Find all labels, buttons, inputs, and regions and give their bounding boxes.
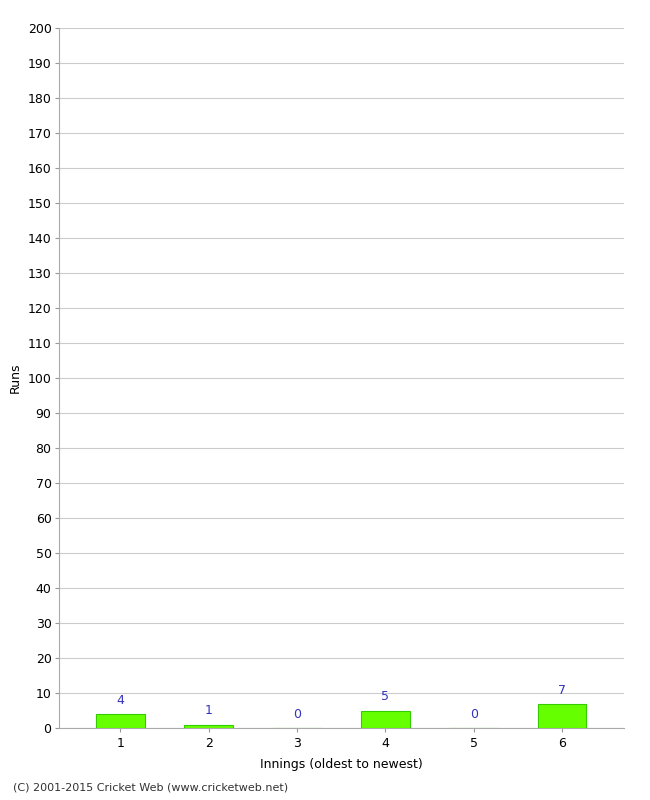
Text: (C) 2001-2015 Cricket Web (www.cricketweb.net): (C) 2001-2015 Cricket Web (www.cricketwe…: [13, 782, 288, 792]
Bar: [361, 710, 410, 728]
Y-axis label: Runs: Runs: [9, 362, 22, 394]
Bar: [185, 725, 233, 728]
X-axis label: Innings (oldest to newest): Innings (oldest to newest): [260, 758, 422, 771]
Text: 7: 7: [558, 683, 566, 697]
Bar: [538, 703, 586, 728]
Text: 5: 5: [382, 690, 389, 703]
Text: 4: 4: [116, 694, 124, 707]
Bar: [96, 714, 145, 728]
Text: 0: 0: [293, 708, 301, 721]
Text: 1: 1: [205, 705, 213, 718]
Text: 0: 0: [470, 708, 478, 721]
